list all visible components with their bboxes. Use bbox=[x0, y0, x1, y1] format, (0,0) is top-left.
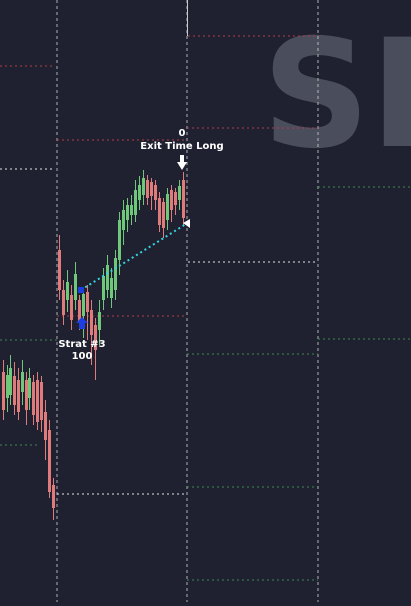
candle-body bbox=[36, 380, 39, 422]
candle-body bbox=[70, 295, 73, 320]
exit-quantity: 0 bbox=[179, 128, 186, 139]
candle-body bbox=[118, 220, 121, 260]
candle-body bbox=[138, 185, 141, 200]
trade-connector-line bbox=[80, 223, 187, 291]
candle-body bbox=[78, 300, 81, 322]
candle-body bbox=[32, 382, 35, 415]
candle-body bbox=[6, 375, 9, 398]
candle-body bbox=[130, 205, 133, 215]
candle-body bbox=[166, 194, 169, 220]
exit-label: Exit Time Long bbox=[140, 141, 223, 152]
exit-arrow-icon bbox=[177, 155, 187, 170]
candle-body bbox=[74, 274, 77, 300]
candle-body bbox=[150, 182, 153, 196]
candle-body bbox=[9, 368, 12, 395]
candle-body bbox=[142, 178, 145, 195]
candle-body bbox=[126, 205, 129, 220]
candle-body bbox=[21, 372, 24, 392]
candle-body bbox=[114, 258, 117, 290]
candle-body bbox=[86, 292, 89, 312]
candle-body bbox=[52, 485, 55, 508]
candle-body bbox=[44, 412, 47, 440]
level-lines bbox=[0, 35, 411, 581]
entry-label: Strat #3 bbox=[58, 339, 105, 350]
candle-body bbox=[178, 186, 181, 200]
candle-body bbox=[66, 282, 69, 300]
candle-body bbox=[82, 294, 85, 316]
candle-body bbox=[146, 180, 149, 198]
candle-body bbox=[17, 380, 20, 412]
candle-body bbox=[25, 380, 28, 410]
candle-body bbox=[62, 290, 65, 315]
session-separators bbox=[56, 0, 319, 602]
candle-body bbox=[90, 310, 93, 335]
candle-body bbox=[170, 190, 173, 210]
candle-body bbox=[134, 190, 137, 215]
candle-body bbox=[2, 372, 5, 410]
entry-dot bbox=[78, 287, 84, 293]
exit-point-icon bbox=[183, 219, 190, 228]
candle-body bbox=[13, 376, 16, 405]
candle-body bbox=[110, 278, 113, 298]
entry-arrow-icon bbox=[76, 317, 88, 329]
candle-body bbox=[158, 198, 161, 225]
candle-body bbox=[162, 202, 165, 228]
candle-body bbox=[154, 185, 157, 200]
candle-body bbox=[48, 430, 51, 492]
candle-body bbox=[122, 210, 125, 230]
candle-body bbox=[28, 378, 31, 398]
candle-body bbox=[174, 192, 177, 205]
entry-quantity: 100 bbox=[72, 351, 93, 362]
candle-body bbox=[106, 265, 109, 290]
candlestick-series bbox=[2, 0, 188, 520]
candle-body bbox=[58, 250, 61, 290]
candle-body bbox=[40, 382, 43, 420]
candle-body bbox=[182, 180, 185, 218]
candle-body bbox=[102, 276, 105, 300]
candle-body bbox=[94, 325, 97, 350]
symbol-watermark: SP bbox=[262, 8, 411, 182]
candle-body bbox=[98, 312, 101, 330]
